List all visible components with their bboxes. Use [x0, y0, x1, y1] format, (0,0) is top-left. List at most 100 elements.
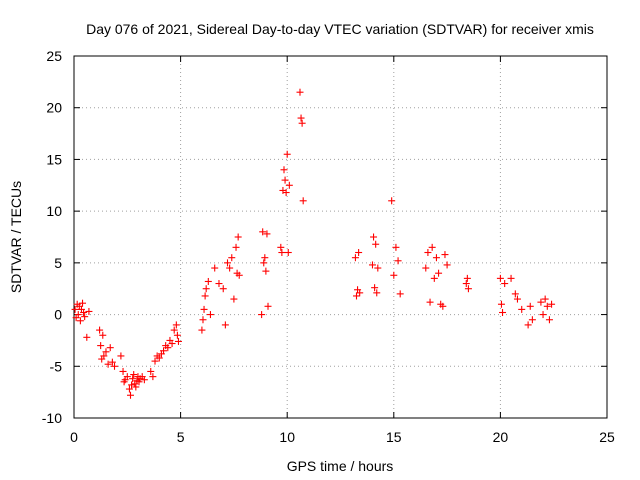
- data-point: [235, 271, 243, 279]
- data-point: [298, 119, 306, 127]
- data-point: [173, 331, 181, 339]
- data-point: [463, 274, 471, 282]
- data-point: [539, 311, 547, 319]
- data-point: [373, 289, 381, 297]
- data-point: [140, 376, 148, 384]
- data-point: [147, 367, 155, 375]
- data-point: [206, 311, 214, 319]
- data-point: [528, 316, 536, 324]
- data-point: [160, 347, 168, 355]
- data-point: [230, 295, 238, 303]
- x-tick-label: 15: [386, 429, 402, 445]
- data-point: [129, 375, 137, 383]
- data-point: [259, 228, 267, 236]
- axis-ticks: 0 5 10 15 20 25 -10 -5 0 5 10 15 20 25: [42, 48, 615, 445]
- data-point: [441, 251, 449, 259]
- data-point: [518, 305, 526, 313]
- data-point: [199, 316, 207, 324]
- y-tick-label: -10: [42, 410, 62, 426]
- data-point: [548, 300, 556, 308]
- data-point: [355, 249, 363, 257]
- data-point: [117, 352, 125, 360]
- data-point: [164, 344, 172, 352]
- x-tick-label: 25: [599, 429, 615, 445]
- y-tick-label: 15: [46, 151, 62, 167]
- data-point: [100, 352, 108, 360]
- data-point: [155, 354, 163, 362]
- data-point: [511, 290, 519, 298]
- data-point: [215, 280, 223, 288]
- data-point: [221, 321, 229, 329]
- data-point: [501, 280, 509, 288]
- data-point: [228, 254, 236, 262]
- data-point: [174, 337, 182, 345]
- data-point: [119, 367, 127, 375]
- data-point: [263, 230, 271, 238]
- data-point: [260, 259, 268, 267]
- x-tick-label: 10: [279, 429, 295, 445]
- data-point: [371, 284, 379, 292]
- data-point: [200, 305, 208, 313]
- chart-title: Day 076 of 2021, Sidereal Day-to-day VTE…: [86, 21, 594, 37]
- data-point: [111, 362, 119, 370]
- y-tick-label: 10: [46, 203, 62, 219]
- data-point: [224, 259, 232, 267]
- data-point: [219, 285, 227, 293]
- data-point: [232, 243, 240, 251]
- data-point: [102, 348, 110, 356]
- plot-frame: [73, 55, 608, 419]
- data-point: [202, 285, 210, 293]
- data-point: [172, 321, 180, 329]
- data-point: [299, 197, 307, 205]
- data-point: [285, 181, 293, 189]
- y-tick-label: 25: [46, 48, 62, 64]
- data-point: [497, 300, 505, 308]
- data-point: [351, 254, 359, 262]
- data-point: [96, 326, 104, 334]
- data-point: [296, 88, 304, 96]
- data-point: [428, 243, 436, 251]
- data-point: [132, 383, 140, 391]
- data-point: [443, 261, 451, 269]
- data-point: [526, 302, 534, 310]
- data-point: [261, 254, 269, 262]
- data-point: [130, 371, 138, 379]
- data-point: [352, 292, 360, 300]
- data-point: [370, 233, 378, 241]
- data-point: [513, 295, 521, 303]
- y-tick-label: 0: [54, 307, 62, 323]
- grid-lines: [74, 56, 607, 418]
- data-point: [149, 373, 157, 381]
- data-point: [151, 357, 159, 365]
- data-point: [108, 358, 116, 366]
- data-point: [372, 240, 380, 248]
- data-point: [278, 249, 286, 257]
- x-tick-label: 20: [493, 429, 509, 445]
- data-point: [283, 150, 291, 158]
- data-point: [430, 274, 438, 282]
- data-point: [356, 289, 364, 297]
- data-point: [128, 381, 136, 389]
- data-point: [284, 249, 292, 257]
- data-point: [496, 274, 504, 282]
- data-point: [97, 342, 105, 350]
- data-point: [432, 254, 440, 262]
- data-point: [392, 243, 400, 251]
- data-point: [368, 261, 376, 269]
- data-point: [280, 166, 288, 174]
- data-point: [168, 340, 176, 348]
- data-point: [439, 302, 447, 310]
- data-point: [507, 274, 515, 282]
- data-point: [390, 271, 398, 279]
- data-point: [211, 264, 219, 272]
- data-point: [426, 298, 434, 306]
- data-point: [281, 176, 289, 184]
- data-point: [277, 243, 285, 251]
- data-point: [74, 311, 82, 319]
- data-point: [435, 269, 443, 277]
- data-points: [71, 88, 556, 399]
- data-point: [80, 309, 88, 317]
- x-tick-label: 5: [177, 429, 185, 445]
- data-point: [396, 290, 404, 298]
